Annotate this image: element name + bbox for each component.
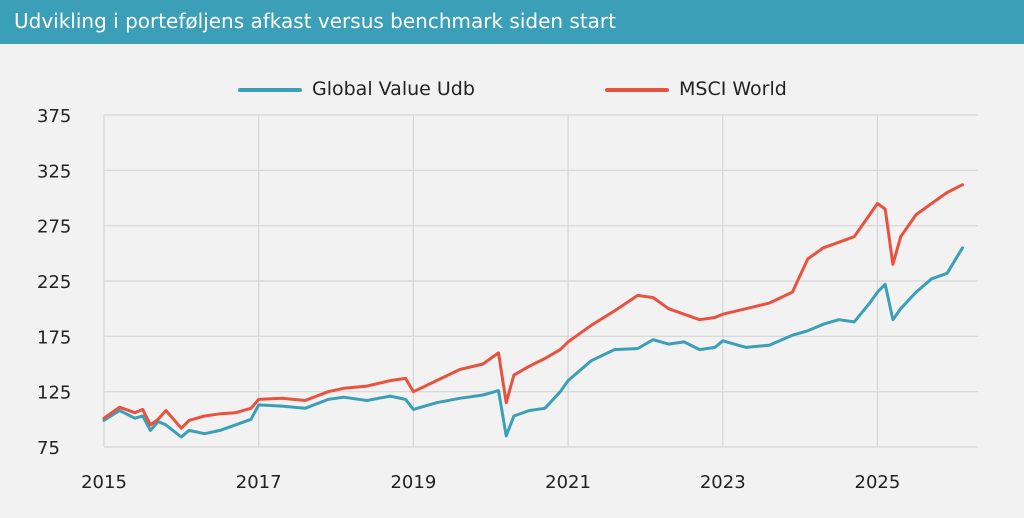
x-tick-label: 2017 [236, 472, 282, 493]
chart-legend: Global Value Udb MSCI World [0, 74, 1024, 106]
header-bar: Udvikling i porteføljens afkast versus b… [0, 0, 1024, 44]
y-tick-label: 175 [37, 327, 71, 348]
series-line-global-value [102, 246, 964, 439]
legend-label-msci-world: MSCI World [679, 78, 787, 100]
legend-swatch-msci-world [605, 88, 669, 92]
x-tick-label: 2019 [390, 472, 436, 493]
y-tick-label: 125 [37, 383, 71, 404]
page-title: Udvikling i porteføljens afkast versus b… [14, 9, 616, 33]
y-tick-label: 275 [37, 217, 71, 238]
y-tick-label: 75 [37, 438, 60, 459]
legend-swatch-global-value [238, 88, 302, 92]
x-tick-label: 2023 [700, 472, 746, 493]
series-line-msci-world [102, 183, 964, 430]
y-tick-label: 225 [37, 272, 71, 293]
x-tick-label: 2025 [855, 472, 901, 493]
legend-label-global-value: Global Value Udb [312, 78, 475, 100]
x-tick-label: 2015 [81, 472, 127, 493]
y-tick-label: 325 [37, 161, 71, 182]
x-tick-label: 2021 [545, 472, 591, 493]
y-tick-label: 375 [37, 106, 71, 127]
